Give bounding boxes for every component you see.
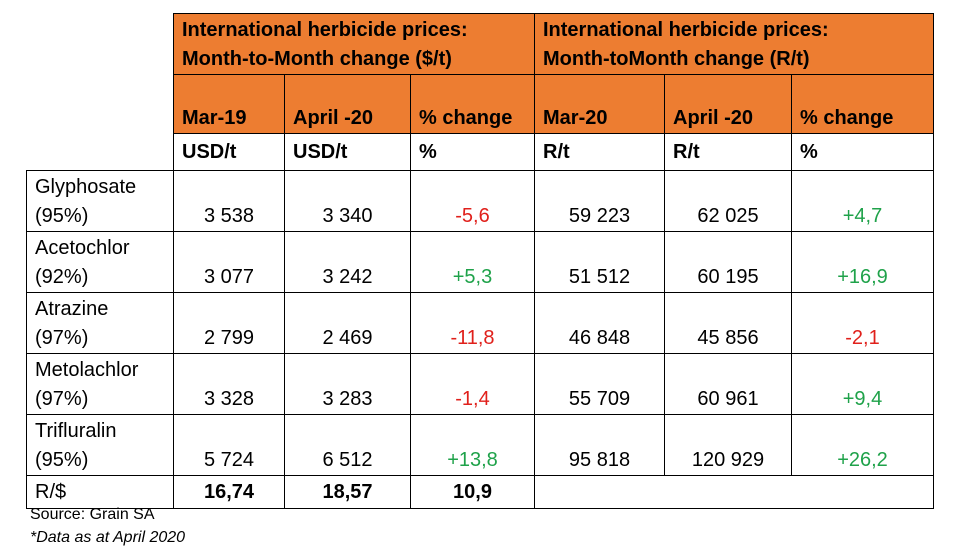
herbicide-name: Glyphosate (35, 176, 137, 198)
herbicide-name-cell: Metolachlor (97%) (26, 353, 174, 415)
herbicide-purity: (97%) (35, 388, 89, 410)
table-row-metolachlor: Metolachlor (97%) 3 328 3 283 -1,4 55 70… (26, 353, 934, 415)
column-header-zar-mar: Mar-20 (534, 74, 665, 134)
usd-apr-value: 3 283 (284, 353, 411, 415)
unit-usd-pct: % (410, 133, 535, 171)
column-header-zar-apr: April -20 (664, 74, 792, 134)
herbicide-name-cell: Acetochlor (92%) (26, 231, 174, 293)
herbicide-name-cell: Atrazine (97%) (26, 292, 174, 354)
column-header-usd-apr: April -20 (284, 74, 411, 134)
herbicide-purity: (92%) (35, 266, 89, 288)
data-date-note: *Data as at April 2020 (30, 529, 186, 546)
table-row-exchange-rate: R/$ 16,74 18,57 10,9 (26, 475, 934, 509)
zar-apr-value: 60 195 (664, 231, 792, 293)
zar-mar-value: 55 709 (534, 353, 665, 415)
zar-apr-value: 45 856 (664, 292, 792, 354)
zar-mar-value: 59 223 (534, 170, 665, 232)
unit-zar-apr: R/t (664, 133, 792, 171)
zar-mar-value: 46 848 (534, 292, 665, 354)
usd-pct-change: +5,3 (410, 231, 535, 293)
herbicide-purity: (95%) (35, 449, 89, 471)
usd-mar-value: 3 077 (173, 231, 285, 293)
usd-mar-value: 5 724 (173, 414, 285, 476)
zar-group-header: International herbicide prices: Month-to… (534, 13, 934, 75)
table-row-acetochlor: Acetochlor (92%) 3 077 3 242 +5,3 51 512… (26, 231, 934, 293)
unit-zar-mar: R/t (534, 133, 665, 171)
zar-group-title-line1: International herbicide prices: (543, 19, 829, 41)
column-header-usd-mar: Mar-19 (173, 74, 285, 134)
herbicide-purity: (97%) (35, 327, 89, 349)
zar-mar-value: 51 512 (534, 231, 665, 293)
herbicide-name: Atrazine (35, 298, 109, 320)
herbicide-price-table: International herbicide prices: Month-to… (26, 13, 934, 509)
herbicide-name-cell: Glyphosate (95%) (26, 170, 174, 232)
zar-group-title-line2: Month-toMonth change (R/t) (543, 48, 810, 70)
herbicide-purity: (95%) (35, 205, 89, 227)
zar-apr-value: 62 025 (664, 170, 792, 232)
footnotes: Source: Grain SA *Data as at April 2020 (30, 503, 185, 549)
usd-pct-change: +13,8 (410, 414, 535, 476)
zar-pct-change: -2,1 (791, 292, 934, 354)
zar-pct-change: +26,2 (791, 414, 934, 476)
herbicide-name: Metolachlor (35, 359, 139, 381)
usd-mar-value: 3 538 (173, 170, 285, 232)
zar-pct-change: +16,9 (791, 231, 934, 293)
unit-usd-mar: USD/t (173, 133, 285, 171)
herbicide-name-cell: Trifluralin (95%) (26, 414, 174, 476)
corner-blank (26, 13, 174, 171)
exchange-rate-pct: 10,9 (410, 475, 535, 509)
exchange-rate-mar: 16,74 (173, 475, 285, 509)
exchange-rate-label: R/$ (26, 475, 174, 509)
herbicide-name: Trifluralin (35, 420, 117, 442)
usd-mar-value: 2 799 (173, 292, 285, 354)
column-header-zar-pct: % change (791, 74, 934, 134)
column-header-usd-pct: % change (410, 74, 535, 134)
herbicide-name: Acetochlor (35, 237, 130, 259)
usd-apr-value: 6 512 (284, 414, 411, 476)
usd-group-title-line2: Month-to-Month change ($/t) (182, 48, 452, 70)
usd-apr-value: 3 340 (284, 170, 411, 232)
usd-apr-value: 3 242 (284, 231, 411, 293)
table-row-atrazine: Atrazine (97%) 2 799 2 469 -11,8 46 848 … (26, 292, 934, 354)
usd-group-header: International herbicide prices: Month-to… (173, 13, 535, 75)
usd-group-title-line1: International herbicide prices: (182, 19, 468, 41)
unit-zar-pct: % (791, 133, 934, 171)
zar-pct-change: +4,7 (791, 170, 934, 232)
zar-pct-change: +9,4 (791, 353, 934, 415)
zar-mar-value: 95 818 (534, 414, 665, 476)
table-row-trifluralin: Trifluralin (95%) 5 724 6 512 +13,8 95 8… (26, 414, 934, 476)
table-row-glyphosate: Glyphosate (95%) 3 538 3 340 -5,6 59 223… (26, 170, 934, 232)
usd-pct-change: -1,4 (410, 353, 535, 415)
unit-usd-apr: USD/t (284, 133, 411, 171)
zar-apr-value: 120 929 (664, 414, 792, 476)
usd-pct-change: -5,6 (410, 170, 535, 232)
zar-apr-value: 60 961 (664, 353, 792, 415)
exchange-rate-empty (534, 475, 934, 509)
exchange-rate-apr: 18,57 (284, 475, 411, 509)
usd-pct-change: -11,8 (410, 292, 535, 354)
source-note: Source: Grain SA (30, 506, 155, 523)
usd-mar-value: 3 328 (173, 353, 285, 415)
usd-apr-value: 2 469 (284, 292, 411, 354)
